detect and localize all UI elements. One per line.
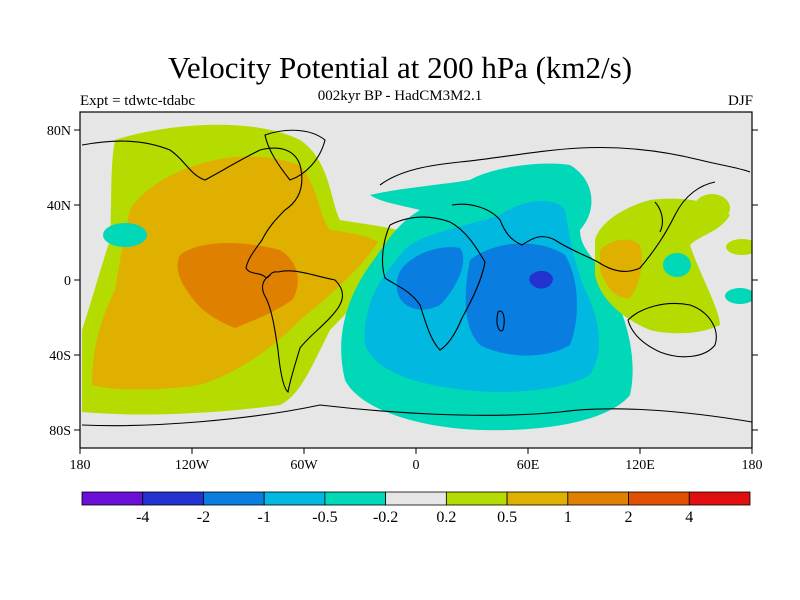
colorbar-swatch — [263, 491, 326, 506]
lon-label: 180 — [742, 458, 763, 473]
lat-labels: 80N 40N 0 40S 80S — [47, 124, 71, 439]
season-label: DJF — [727, 93, 753, 109]
cyan-blob-epacific — [725, 288, 752, 304]
lat-label: 40S — [49, 349, 71, 364]
positive-region-1 — [177, 243, 298, 328]
lon-labels: 180 120W 60W 0 60E 120E 180 — [70, 458, 763, 473]
cyan-blob-npacific — [103, 223, 147, 247]
colorbar-label: -2 — [197, 509, 210, 526]
lon-label: 120E — [625, 458, 655, 473]
coast-antarctica — [81, 404, 752, 427]
green-blob-npacific — [694, 194, 730, 222]
green-blob-pacific — [726, 239, 752, 255]
green-region-asia — [595, 198, 730, 334]
colorbar-label: 2 — [625, 509, 633, 526]
coast-australia — [627, 302, 717, 358]
lon-label: 60E — [517, 458, 540, 473]
colorbar — [81, 491, 751, 506]
coastlines — [81, 129, 752, 427]
colorbar-label: -1 — [258, 509, 271, 526]
colorbar-swatch — [142, 491, 204, 506]
colorbar-swatch — [81, 491, 144, 506]
coast-africa — [381, 216, 486, 351]
colorbar-labels: -4 -2 -1 -0.5 -0.2 0.2 0.5 1 2 4 — [136, 509, 693, 526]
colorbar-label: 4 — [685, 509, 693, 526]
colorbar-swatch — [688, 491, 751, 506]
negative-region-1 — [396, 247, 464, 310]
chart-subtitle: 002kyr BP - HadCM3M2.1 — [317, 88, 483, 104]
lat-label: 40N — [47, 199, 71, 214]
coast-north-america — [81, 140, 303, 279]
chart-title: Velocity Potential at 200 hPa (km2/s) — [167, 50, 633, 85]
coast-japan — [654, 201, 664, 233]
lat-ticks — [74, 129, 758, 431]
experiment-label: Expt = tdwtc-tdabc — [80, 93, 196, 109]
negative-region-1b — [465, 243, 577, 356]
colorbar-swatch — [506, 491, 569, 506]
coast-greenland — [264, 129, 326, 181]
lat-label: 80S — [49, 424, 71, 439]
negative-region-2 — [529, 270, 553, 289]
colorbar-swatch — [324, 491, 387, 506]
lon-label: 120W — [175, 458, 210, 473]
colorbar-swatch — [203, 491, 265, 506]
lat-label: 0 — [64, 274, 71, 289]
colorbar-label: -0.2 — [373, 509, 398, 526]
colorbar-label: 1 — [564, 509, 572, 526]
colorbar-label: 0.5 — [497, 509, 517, 526]
map-field — [80, 112, 752, 448]
coast-madagascar — [496, 310, 505, 332]
coast-eurasia — [379, 146, 751, 272]
lon-label: 60W — [290, 458, 318, 473]
colorbar-label: -0.5 — [312, 509, 337, 526]
lon-label: 0 — [413, 458, 420, 473]
orange-region-asia — [600, 239, 642, 299]
colorbar-swatch — [567, 491, 629, 506]
colorbar-swatch — [628, 491, 690, 506]
lat-label: 80N — [47, 124, 71, 139]
cyan-blob-wpacific — [663, 253, 691, 277]
lon-ticks — [79, 448, 753, 454]
coast-south-america — [261, 270, 344, 394]
colorbar-swatch — [445, 491, 508, 506]
colorbar-label: 0.2 — [436, 509, 456, 526]
colorbar-swatch — [385, 491, 447, 506]
colorbar-label: -4 — [136, 509, 149, 526]
lon-label: 180 — [70, 458, 91, 473]
